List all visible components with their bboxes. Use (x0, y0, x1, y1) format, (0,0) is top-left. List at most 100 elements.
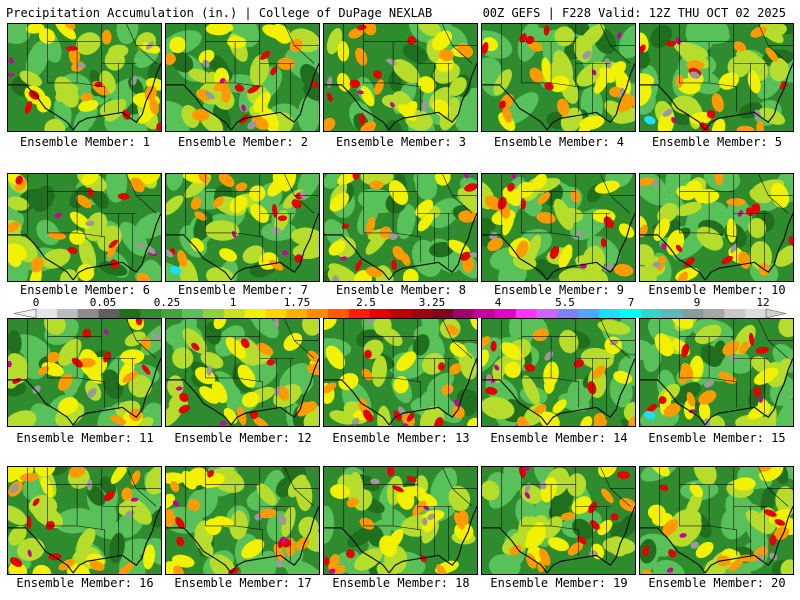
precip-blob (522, 375, 540, 405)
precip-blob (579, 24, 605, 49)
colorbar-tick-label: 9 (694, 296, 701, 309)
precip-blob (750, 26, 767, 38)
precip-blob (143, 544, 156, 570)
precip-blob (241, 104, 246, 112)
precip-blob (24, 101, 33, 114)
boundary-line (640, 84, 706, 131)
precip-blob (662, 109, 673, 117)
precip-blob (665, 40, 677, 47)
precip-blob (652, 261, 662, 268)
colorbar-right-arrow (765, 308, 787, 319)
precip-blob (557, 98, 570, 117)
ensemble-member-label: Ensemble Member: 18 (332, 576, 470, 590)
precip-blob (711, 118, 726, 131)
boundary-line (550, 191, 580, 263)
colorbar-tick-label: 4 (495, 296, 502, 309)
boundary-line (442, 24, 473, 64)
ensemble-map-panel (165, 173, 320, 282)
precip-blob (413, 174, 442, 189)
precip-blob (515, 181, 535, 198)
boundary-line (76, 41, 106, 113)
precip-blob (324, 174, 354, 189)
precip-blob (110, 415, 127, 425)
precip-blob (699, 122, 710, 131)
precip-blob (229, 510, 248, 540)
boundary-line (388, 213, 477, 281)
precip-blob (456, 42, 473, 58)
precip-blob (166, 53, 176, 66)
precip-blob (499, 100, 506, 109)
precip-blob (617, 471, 630, 479)
boundary-line (324, 84, 390, 131)
precip-blob (520, 198, 526, 210)
precip-blob (34, 467, 56, 477)
precip-blob (207, 470, 215, 478)
precip-blob (364, 349, 372, 359)
precip-blob (452, 405, 465, 419)
precip-blob (204, 518, 222, 536)
precip-blob (274, 210, 289, 233)
precip-blob (267, 176, 287, 197)
colorbar-tick-label: 12 (756, 296, 769, 309)
boundary-line (234, 191, 264, 263)
precip-blob (593, 418, 608, 426)
precip-blob (363, 24, 377, 36)
precip-blob (249, 185, 266, 202)
precip-map (166, 24, 319, 131)
precip-blob (377, 405, 391, 426)
precip-blob (681, 362, 694, 381)
precip-blob (756, 120, 764, 131)
precip-blob (469, 252, 477, 258)
precip-blob (345, 549, 355, 559)
boundary-line (704, 213, 793, 281)
header-title-left: Precipitation Accumulation (in.) | Colle… (6, 6, 433, 20)
precip-blob (467, 417, 477, 426)
boundary-line (76, 336, 106, 408)
boundary-line (72, 506, 161, 574)
boundary-line (72, 63, 161, 131)
precip-blob (166, 195, 184, 216)
precip-blob (689, 71, 700, 79)
boundary-line (76, 484, 106, 556)
precip-blob (170, 51, 194, 73)
precip-blob (617, 32, 622, 39)
precip-blob (610, 513, 619, 521)
precip-blob (712, 340, 727, 363)
precip-map (324, 174, 477, 281)
precip-blob (652, 559, 686, 574)
boundary-line (679, 467, 710, 527)
precip-blob (686, 60, 705, 70)
ensemble-member-label: Ensemble Member: 7 (177, 283, 309, 297)
precip-blob (523, 467, 530, 471)
colorbar-segment (745, 309, 767, 318)
boundary-line (388, 506, 477, 574)
precip-blob (8, 72, 15, 77)
precip-blob (751, 203, 761, 214)
precip-blob (191, 342, 200, 351)
precip-blob (386, 119, 403, 131)
colorbar-segment (369, 309, 392, 318)
precip-blob (31, 256, 44, 273)
precip-blob (46, 351, 60, 363)
precip-blob (763, 509, 777, 517)
ensemble-map-panel (639, 23, 794, 132)
precip-blob (757, 467, 773, 472)
precip-blob (524, 363, 536, 372)
ensemble-member-label: Ensemble Member: 9 (493, 283, 625, 297)
precip-blob (454, 399, 460, 407)
precip-blob (32, 185, 55, 212)
ensemble-map-panel (481, 318, 636, 427)
precip-blob (490, 340, 497, 352)
precip-blob (643, 344, 662, 373)
boundary-line (76, 191, 106, 263)
precip-blob (552, 399, 567, 414)
precip-blob (448, 485, 471, 512)
precip-blob (166, 493, 175, 510)
precip-blob (194, 211, 207, 221)
boundary-line (521, 467, 552, 527)
colorbar-segment (348, 309, 371, 318)
precip-blob (198, 49, 215, 64)
precip-blob (241, 539, 265, 559)
precip-blob (494, 364, 500, 371)
precip-blob (553, 198, 574, 231)
